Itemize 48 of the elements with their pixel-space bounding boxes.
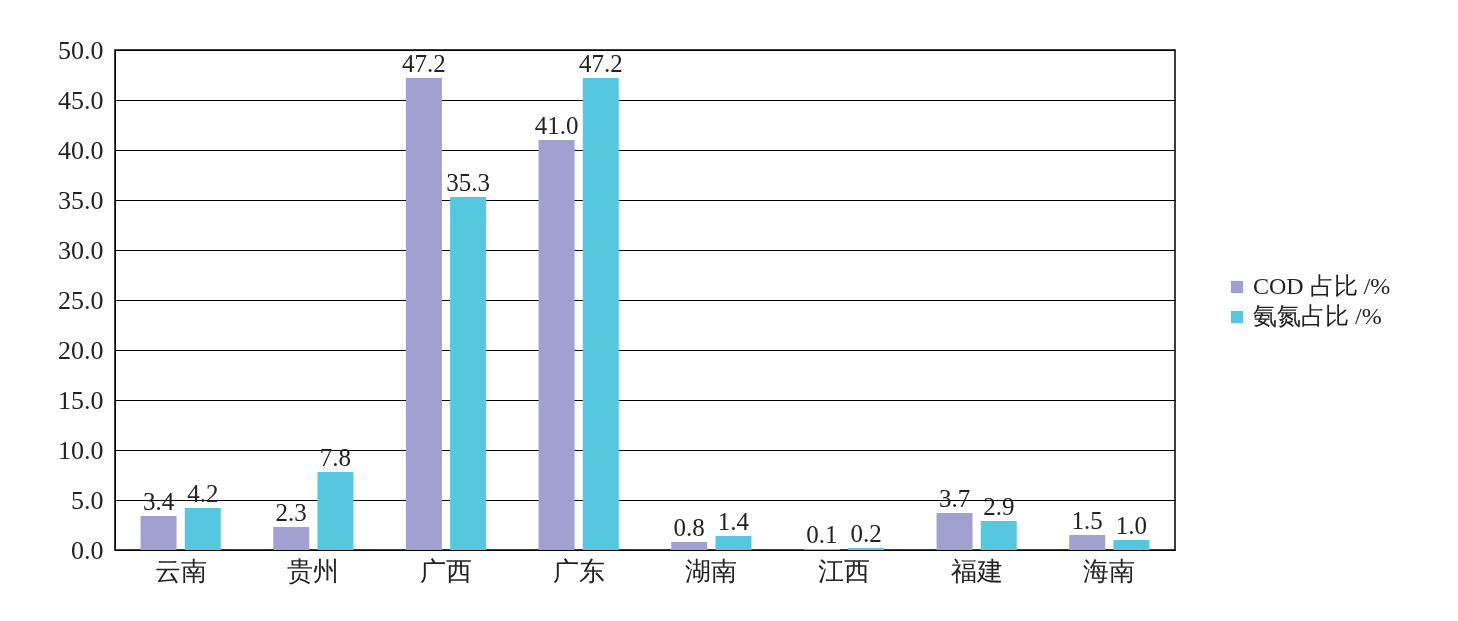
bar bbox=[671, 542, 708, 550]
data-label: 1.5 bbox=[1071, 507, 1103, 534]
bar bbox=[140, 516, 177, 550]
y-tick-label: 30.0 bbox=[58, 235, 104, 265]
bar bbox=[582, 78, 619, 550]
data-label: 0.1 bbox=[806, 521, 838, 548]
data-label: 0.8 bbox=[673, 514, 705, 541]
bar bbox=[936, 513, 973, 550]
data-label: 1.4 bbox=[717, 508, 750, 535]
x-tick-label: 广西 bbox=[420, 556, 472, 586]
bar bbox=[1069, 535, 1106, 550]
data-label: 47.2 bbox=[402, 50, 446, 77]
bar bbox=[715, 536, 752, 550]
bar bbox=[1113, 540, 1150, 550]
bar bbox=[450, 197, 487, 550]
x-tick-label: 云南 bbox=[154, 556, 207, 586]
y-tick-label: 35.0 bbox=[58, 185, 104, 215]
x-tick-label: 江西 bbox=[818, 556, 870, 586]
x-tick-label: 广东 bbox=[552, 556, 605, 586]
x-tick-label: 海南 bbox=[1083, 556, 1136, 586]
data-label: 41.0 bbox=[534, 112, 579, 139]
bar bbox=[538, 140, 575, 550]
y-tick-label: 50.0 bbox=[58, 35, 104, 65]
x-tick-label: 湖南 bbox=[685, 556, 738, 586]
bar bbox=[184, 508, 221, 550]
y-tick-label: 15.0 bbox=[58, 385, 104, 415]
data-label: 0.2 bbox=[850, 520, 882, 547]
y-tick-label: 45.0 bbox=[58, 85, 104, 115]
bar bbox=[273, 527, 310, 550]
data-label: 2.9 bbox=[983, 493, 1015, 520]
data-label: 7.8 bbox=[319, 444, 352, 471]
data-label: 2.3 bbox=[275, 499, 307, 526]
y-tick-label: 20.0 bbox=[58, 335, 104, 365]
y-tick-label: 10.0 bbox=[58, 435, 104, 465]
data-label: 1.0 bbox=[1115, 512, 1148, 539]
y-tick-label: 0.0 bbox=[71, 535, 104, 565]
legend-label: 氨氮占比 /% bbox=[1253, 303, 1382, 329]
y-tick-label: 25.0 bbox=[58, 285, 104, 315]
x-tick-label: 贵州 bbox=[287, 556, 340, 586]
data-label: 47.2 bbox=[578, 50, 623, 77]
data-label: 35.3 bbox=[446, 169, 490, 196]
x-tick-label: 福建 bbox=[950, 556, 1003, 586]
y-tick-label: 5.0 bbox=[71, 485, 104, 515]
bar bbox=[317, 472, 354, 550]
bar bbox=[980, 521, 1017, 550]
bar bbox=[405, 78, 442, 550]
legend-label: COD 占比 /% bbox=[1253, 273, 1391, 299]
y-tick-label: 40.0 bbox=[58, 135, 104, 165]
